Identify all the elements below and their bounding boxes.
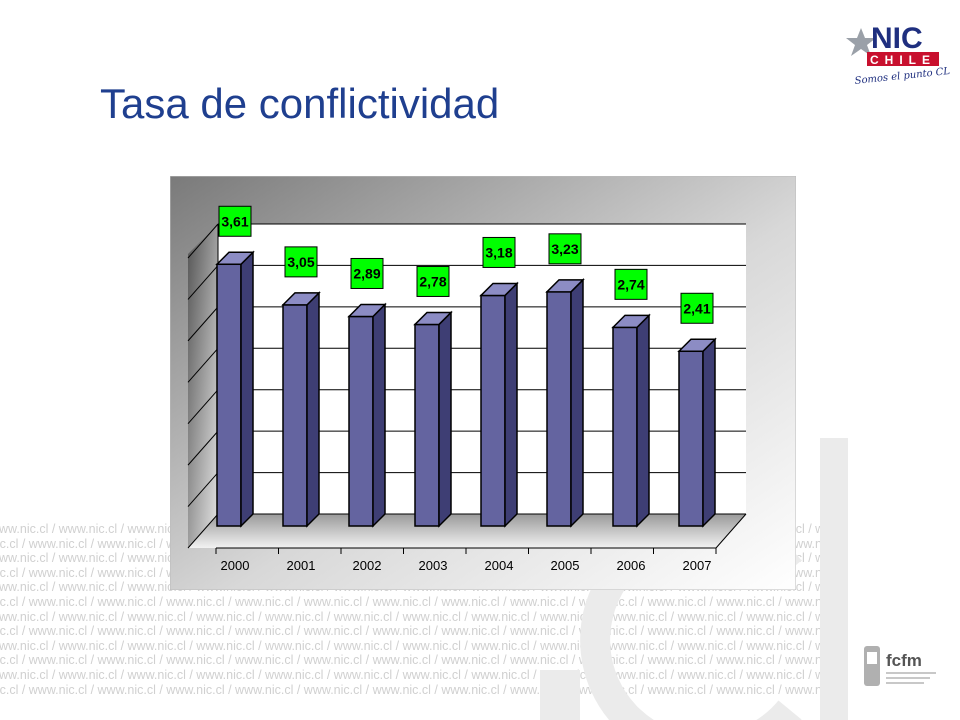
x-axis-depth bbox=[715, 513, 747, 549]
gridline-side bbox=[187, 347, 219, 383]
bar bbox=[677, 337, 717, 528]
bar-top bbox=[545, 279, 585, 293]
bar bbox=[215, 250, 255, 528]
bar-front bbox=[282, 304, 308, 527]
data-label: 3,61 bbox=[218, 205, 252, 237]
data-label-box bbox=[416, 265, 450, 297]
x-tick-label: 2002 bbox=[353, 558, 382, 573]
data-label-text: 3,61 bbox=[221, 213, 248, 229]
data-label-text: 3,18 bbox=[485, 244, 512, 260]
fcfm-logo: fcfm bbox=[864, 646, 936, 686]
nic-logo-brand: NIC bbox=[871, 22, 923, 55]
bar-top bbox=[677, 338, 717, 353]
watermark-line: www.nic.cl / www.nic.cl / www.nic.cl / w… bbox=[0, 609, 820, 624]
data-label-box bbox=[350, 257, 384, 289]
slide-title: Tasa de conflictividad bbox=[100, 80, 500, 127]
data-label-box bbox=[548, 233, 582, 265]
watermark-line: www.nic.cl / www.nic.cl / www.nic.cl / w… bbox=[0, 638, 820, 653]
bar bbox=[479, 281, 519, 528]
plot-floor bbox=[188, 514, 746, 548]
x-tick-label: 2006 bbox=[617, 558, 646, 573]
bar-side bbox=[702, 337, 716, 528]
bar-side bbox=[636, 313, 650, 528]
bar bbox=[413, 310, 453, 528]
data-label: 2,89 bbox=[350, 257, 384, 289]
bar-top bbox=[413, 311, 453, 326]
gridline-side bbox=[187, 306, 219, 342]
gridline-side bbox=[187, 389, 219, 425]
data-label: 3,23 bbox=[548, 233, 582, 265]
data-label-text: 2,41 bbox=[683, 300, 710, 316]
x-tick-label: 2005 bbox=[551, 558, 580, 573]
data-label-text: 3,23 bbox=[551, 241, 578, 257]
bar-front bbox=[480, 294, 506, 527]
bar-side bbox=[570, 278, 584, 528]
bar bbox=[347, 302, 387, 528]
x-tick-label: 2004 bbox=[485, 558, 514, 573]
data-label-text: 2,89 bbox=[353, 265, 380, 281]
bar bbox=[545, 278, 585, 528]
data-label-box bbox=[284, 246, 318, 278]
data-label: 3,05 bbox=[284, 246, 318, 278]
fcfm-logo-brand: fcfm bbox=[886, 651, 922, 670]
bar bbox=[611, 313, 651, 528]
bar-side bbox=[504, 281, 518, 528]
data-label: 2,74 bbox=[614, 268, 648, 300]
conflict-rate-chart: 3,61 3,05 2,89 2,78 3,18 3,23 2,74 2,41 2000 200… bbox=[170, 176, 796, 590]
x-tick-label: 2007 bbox=[683, 558, 712, 573]
bar-side bbox=[372, 302, 386, 528]
bar-top bbox=[479, 282, 519, 297]
data-label: 2,78 bbox=[416, 265, 450, 297]
nic-logo-sub: CHILE bbox=[870, 53, 936, 67]
bar-front bbox=[348, 315, 374, 527]
bar-top bbox=[347, 303, 387, 318]
gridline-side bbox=[187, 472, 219, 507]
plot-side-wall bbox=[188, 224, 218, 548]
x-tick-label: 2003 bbox=[419, 558, 448, 573]
gridline-side bbox=[187, 223, 219, 259]
gridline-side bbox=[187, 430, 219, 466]
data-label-text: 3,05 bbox=[287, 254, 314, 270]
bar-top bbox=[281, 292, 321, 306]
bar-top bbox=[611, 314, 651, 329]
data-label-text: 2,78 bbox=[419, 273, 446, 289]
data-label: 2,41 bbox=[680, 292, 714, 324]
bar-front bbox=[546, 291, 572, 527]
x-tick-label: 2000 bbox=[221, 558, 250, 573]
x-tick-label: 2001 bbox=[287, 558, 316, 573]
bar-front bbox=[678, 350, 704, 527]
bar-side bbox=[240, 250, 254, 528]
data-label-box bbox=[614, 268, 648, 300]
data-label-box bbox=[218, 205, 252, 237]
data-label-box bbox=[482, 236, 516, 268]
gridline-side bbox=[187, 513, 219, 549]
bar-front bbox=[612, 326, 638, 527]
bar-top bbox=[215, 251, 255, 266]
bar-side bbox=[306, 291, 320, 528]
nic-logo-tagline: Somos el punto CL bbox=[854, 66, 951, 87]
data-label-box bbox=[680, 292, 714, 324]
gridline-side bbox=[187, 265, 219, 300]
nic-chile-logo: NIC CHILE Somos el punto CL bbox=[846, 22, 951, 87]
data-label-text: 2,74 bbox=[617, 276, 644, 292]
bar-front bbox=[414, 323, 440, 527]
watermark-line: www.nic.cl / www.nic.cl / www.nic.cl / w… bbox=[0, 624, 820, 639]
bar-side bbox=[438, 310, 452, 528]
watermark-line: www.nic.cl / www.nic.cl / www.nic.cl / w… bbox=[0, 653, 820, 668]
bar-front bbox=[216, 263, 242, 527]
star-icon bbox=[846, 28, 876, 56]
data-label: 3,18 bbox=[482, 236, 516, 268]
bar bbox=[281, 291, 321, 528]
